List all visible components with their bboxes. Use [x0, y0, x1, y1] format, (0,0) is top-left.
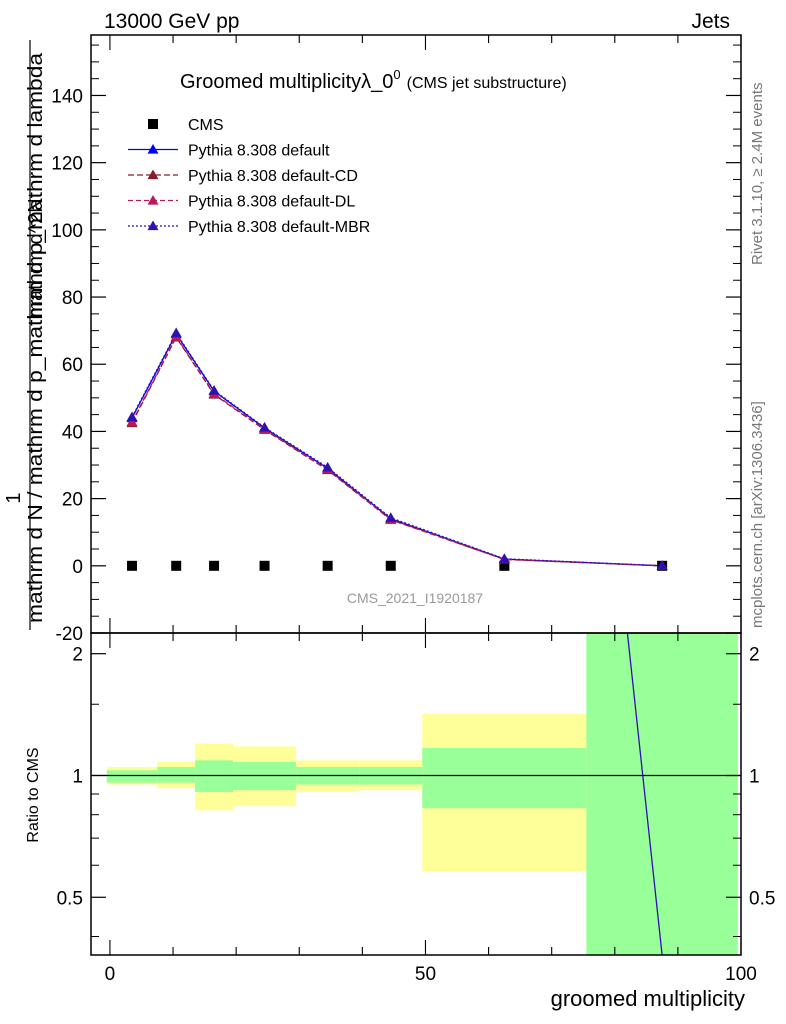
legend-label: Pythia 8.308 default: [188, 143, 330, 160]
legend-marker: [147, 169, 159, 180]
x-axis-label: groomed multiplicity: [551, 986, 745, 1011]
legend-marker: [147, 220, 159, 231]
ratio-green-band: [422, 747, 587, 809]
title-text: Groomed multiplicityλ_00 (CMS jet substru…: [180, 67, 567, 93]
cms-data-point: [385, 560, 396, 571]
cms-data-point: [127, 560, 138, 571]
series-lines: [131, 331, 663, 567]
x-tick-label: 50: [415, 964, 436, 985]
series-point-4: [322, 461, 334, 472]
series-point-4: [259, 421, 271, 432]
legend-marker: [147, 144, 159, 154]
series-point-4: [126, 411, 138, 422]
series-point-4: [170, 327, 182, 338]
y-tick-label: 40: [62, 422, 83, 443]
series-line-3: [131, 335, 663, 567]
rivet-label: Rivet 3.1.10, ≥ 2.4M events: [749, 83, 766, 266]
series-line-4: [131, 331, 663, 567]
y-tick-label: 60: [62, 355, 83, 376]
ylabel-denominator: mathrm d N / mathrm d p_mathrm d p_mathr…: [25, 52, 47, 623]
ratio-bands: [106, 633, 738, 955]
series-point-4: [208, 384, 220, 395]
ratio-tick-label-right: 0.5: [749, 888, 775, 909]
y-tick-label: 120: [51, 154, 83, 175]
header-right: Jets: [691, 10, 730, 33]
series-point-4: [385, 512, 397, 522]
series-point-4: [498, 553, 510, 563]
legend-marker: [147, 195, 159, 205]
y-tick-label: -20: [56, 624, 83, 645]
cms-data-point: [499, 560, 510, 571]
header-left: 13000 GeV pp: [104, 10, 239, 33]
ratio-axes: 0.5 0.5 1 1 2 2 0 50 100: [57, 632, 775, 985]
title-main: Groomed multiplicityλ_0: [180, 71, 393, 93]
legend-marker-cms: [148, 119, 158, 129]
legend-label: Pythia 8.308 default-MBR: [188, 219, 370, 236]
cms-data-point: [259, 560, 270, 571]
ratio-tick-label-right: 1: [749, 766, 760, 787]
analysis-id: CMS_2021_I1920187: [347, 590, 483, 606]
cms-data-point: [171, 560, 182, 571]
ratio-green-band: [106, 770, 158, 783]
y-tick-label: 80: [62, 288, 83, 309]
ratio-y-label: Ratio to CMS: [25, 747, 42, 842]
cms-data-point: [209, 560, 220, 571]
mcplots-label: mcplots.cern.ch [arXiv:1306.3436]: [749, 401, 766, 628]
series-line-1: [131, 332, 663, 567]
series-point-4: [656, 560, 668, 570]
ratio-green-band: [586, 633, 738, 955]
legend-label: CMS: [188, 117, 224, 134]
x-tick-label: 0: [105, 964, 116, 985]
ratio-tick-label-right: 2: [749, 645, 760, 666]
ratio-tick-label: 2: [72, 645, 83, 666]
ratio-green-band: [195, 760, 233, 793]
ratio-panel-frame: [90, 632, 742, 956]
ratio-green-band: [157, 766, 196, 783]
legend-label: Pythia 8.308 default-DL: [188, 194, 355, 211]
series-line-2: [131, 336, 663, 567]
y-tick-label: 140: [51, 86, 83, 107]
y-tick-label: 20: [62, 490, 83, 511]
y-axis-label: 1 mathrm d^2N mathrm d N / mathrm d p_ma…: [3, 40, 47, 630]
title-superscript: 0: [393, 67, 400, 82]
x-tick-label: 100: [725, 964, 757, 985]
ratio-tick-label: 1: [72, 766, 83, 787]
ylabel-numerator: 1: [3, 492, 25, 503]
y-tick-label: 100: [51, 221, 83, 242]
title-subtitle: (CMS jet substructure): [407, 75, 567, 92]
legend: CMS Pythia 8.308 default Pythia 8.308 defa…: [128, 117, 370, 236]
legend-label: Pythia 8.308 default-CD: [188, 168, 358, 185]
chart-title: Groomed multiplicityλ_00 (CMS jet substru…: [180, 67, 567, 93]
cms-data-point: [322, 560, 333, 571]
ratio-series-line: [626, 632, 663, 956]
series-point-3: [126, 416, 138, 427]
ratio-tick-label: 0.5: [57, 888, 83, 909]
series-markers: [126, 327, 668, 571]
y-tick-label: 0: [72, 557, 83, 578]
